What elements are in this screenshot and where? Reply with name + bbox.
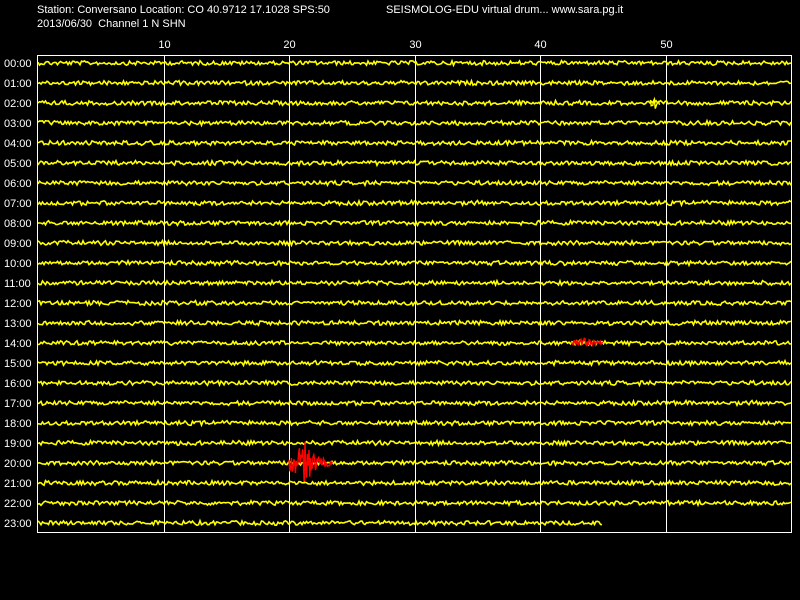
hour-label-0800: 08:00 <box>4 218 32 230</box>
trace-1800 <box>37 419 792 428</box>
trace-2300 <box>37 518 603 527</box>
trace-1200 <box>37 299 792 307</box>
trace-0000 <box>37 58 792 68</box>
trace-1500 <box>37 358 792 368</box>
event-1400-0 <box>570 337 604 348</box>
trace-1600 <box>37 379 792 388</box>
trace-0500 <box>37 158 792 168</box>
trace-0700 <box>37 198 792 208</box>
x-tick-label-10: 10 <box>158 39 170 51</box>
trace-0300 <box>37 118 792 128</box>
plot-frame <box>37 55 792 533</box>
hour-label-1200: 12:00 <box>4 298 32 310</box>
trace-1000 <box>37 258 792 268</box>
x-tick-label-50: 50 <box>660 39 672 51</box>
hour-label-0500: 05:00 <box>4 158 32 170</box>
hour-label-1900: 19:00 <box>4 438 32 450</box>
trace-2000 <box>37 458 792 468</box>
hour-label-0300: 03:00 <box>4 118 32 130</box>
x-tick-label-40: 40 <box>534 39 546 51</box>
hour-label-1400: 14:00 <box>4 338 32 350</box>
trace-1700 <box>37 398 792 408</box>
event-0200-0 <box>649 96 661 109</box>
hour-label-1500: 15:00 <box>4 358 32 370</box>
hour-label-1600: 16:00 <box>4 378 32 390</box>
trace-0400 <box>37 138 792 148</box>
trace-1300 <box>37 318 792 327</box>
hour-label-1000: 10:00 <box>4 258 32 270</box>
hour-label-1300: 13:00 <box>4 318 32 330</box>
date-channel-info: 2013/06/30 Channel 1 N SHN <box>37 18 186 30</box>
trace-1400 <box>37 338 792 348</box>
app-title: SEISMOLOG-EDU virtual drum... www.sara.p… <box>386 4 624 16</box>
trace-1900 <box>37 438 792 448</box>
trace-0200 <box>37 98 792 107</box>
hour-label-1700: 17:00 <box>4 398 32 410</box>
hour-label-0400: 04:00 <box>4 138 32 150</box>
hour-label-0000: 00:00 <box>4 58 32 70</box>
trace-1100 <box>37 278 792 288</box>
x-tick-label-30: 30 <box>409 39 421 51</box>
hour-label-2300: 23:00 <box>4 518 32 530</box>
event-2000-0 <box>288 441 333 484</box>
trace-0800 <box>37 218 792 228</box>
x-tick-label-20: 20 <box>283 39 295 51</box>
hour-label-0600: 06:00 <box>4 178 32 190</box>
trace-0900 <box>37 238 792 248</box>
hour-label-0100: 01:00 <box>4 78 32 90</box>
hour-label-0700: 07:00 <box>4 198 32 210</box>
station-info: Station: Conversano Location: CO 40.9712… <box>37 4 330 16</box>
hour-label-1800: 18:00 <box>4 418 32 430</box>
trace-2200 <box>37 498 792 508</box>
trace-0600 <box>37 179 792 188</box>
hour-label-2200: 22:00 <box>4 498 32 510</box>
hour-label-1100: 11:00 <box>4 278 31 290</box>
hour-label-2100: 21:00 <box>4 478 32 490</box>
trace-2100 <box>37 478 792 487</box>
trace-0100 <box>37 78 792 87</box>
hour-label-2000: 20:00 <box>4 458 32 470</box>
hour-label-0900: 09:00 <box>4 238 32 250</box>
hour-label-0200: 02:00 <box>4 98 32 110</box>
